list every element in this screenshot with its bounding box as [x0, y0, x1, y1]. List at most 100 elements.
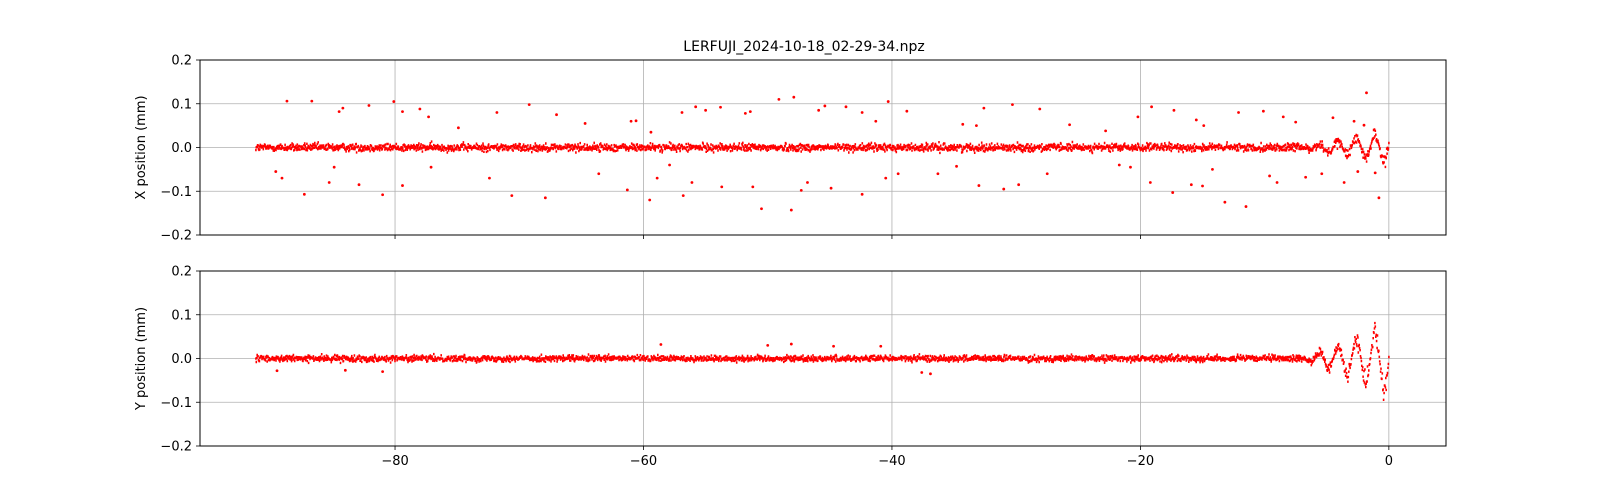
data-point [680, 111, 684, 114]
data-point [896, 172, 900, 176]
data-point [427, 115, 430, 119]
data-point [1211, 167, 1214, 171]
data-point [332, 165, 336, 169]
data-point [625, 188, 629, 192]
y-tick-label: 0.1 [171, 308, 192, 323]
y-tick-label: 0.0 [171, 141, 192, 156]
data-point [280, 176, 284, 180]
data-point [1362, 123, 1366, 127]
data-point [1304, 175, 1308, 179]
data-point [929, 372, 932, 376]
x-tick-label: −60 [630, 454, 657, 469]
data-point [1320, 172, 1324, 176]
data-point [1189, 183, 1193, 187]
data-point [766, 343, 770, 347]
data-point [860, 192, 864, 196]
data-point [1136, 115, 1140, 119]
data-point [874, 119, 878, 123]
y-panel-ticks: −80 −60 −40 −20 0 −0.2 −0.1 0.0 0.1 0.2 [160, 265, 1393, 470]
data-point [936, 172, 940, 176]
data-point [1129, 165, 1132, 169]
data-point [982, 106, 986, 110]
data-point [1275, 181, 1279, 184]
data-point [495, 111, 499, 114]
y-position-panel: −80 −60 −40 −20 0 −0.2 −0.1 0.0 0.1 0.2 Y positio… [134, 265, 1447, 470]
data-point [777, 97, 781, 101]
data-point [1365, 91, 1368, 95]
data-point [381, 370, 385, 374]
data-point [760, 207, 763, 211]
data-point [1237, 111, 1240, 114]
y-tick-label: −0.1 [160, 396, 192, 411]
data-point [748, 110, 752, 114]
data-point [704, 108, 708, 112]
data-point [1261, 109, 1265, 113]
data-point [961, 122, 965, 126]
data-point [1150, 105, 1153, 109]
data-point [1068, 123, 1071, 127]
data-point [719, 105, 722, 109]
y-tick-label: 0.2 [171, 54, 192, 69]
data-point [920, 371, 924, 374]
data-point [341, 106, 345, 110]
data-point [401, 184, 404, 187]
data-point [1373, 171, 1377, 175]
data-point [751, 185, 755, 189]
data-point [1356, 170, 1360, 173]
data-band [255, 321, 1390, 401]
y-tick-label: −0.1 [160, 185, 192, 200]
data-point [1148, 181, 1152, 184]
y-tick-label: −0.2 [160, 229, 192, 244]
data-point [1045, 172, 1049, 176]
y-tick-label: 0.1 [171, 97, 192, 112]
data-point [694, 105, 698, 109]
data-point [1117, 163, 1121, 167]
data-point [1171, 191, 1175, 194]
data-point [799, 188, 803, 192]
data-point [823, 104, 827, 108]
x-panel-ylabel: X position (mm) [134, 95, 149, 199]
data-point [860, 111, 864, 114]
data-point [527, 103, 531, 107]
x-tick-label: 0 [1385, 454, 1393, 469]
data-point [392, 100, 396, 103]
data-point [648, 198, 652, 202]
x-tick-label: −80 [381, 454, 408, 469]
data-point [510, 194, 514, 198]
data-point [1011, 103, 1014, 107]
data-point [1352, 119, 1356, 123]
data-point [720, 185, 724, 189]
data-point [583, 122, 587, 125]
data-point [597, 172, 601, 176]
data-point [1194, 118, 1198, 122]
data-point [832, 344, 835, 348]
x-position-panel: −0.2 −0.1 0.0 0.1 0.2 X position (mm) [134, 54, 1447, 244]
y-tick-label: −0.2 [160, 440, 192, 455]
data-point [975, 124, 978, 128]
data-point [1294, 120, 1298, 124]
data-point [629, 119, 633, 123]
data-point [879, 344, 883, 348]
data-point [955, 164, 958, 168]
data-point [655, 176, 659, 180]
data-point [1342, 181, 1346, 184]
data-point [285, 99, 289, 103]
data-point [905, 109, 909, 113]
data-point [543, 196, 547, 200]
data-point [829, 186, 833, 190]
data-point [789, 342, 793, 346]
data-point [634, 119, 638, 123]
data-point [1202, 124, 1206, 128]
data-point [302, 192, 306, 196]
x-tick-label: −40 [878, 454, 905, 469]
data-point [1017, 183, 1021, 187]
data-point [275, 369, 279, 373]
data-point [343, 368, 347, 372]
data-point [690, 181, 694, 184]
data-point [1377, 196, 1381, 200]
figure-title: LERFUJI_2024-10-18_02-29-34.npz [683, 39, 924, 55]
data-point [649, 130, 653, 134]
data-point [429, 165, 433, 169]
data-point [659, 343, 663, 346]
x-tick-label: −20 [1127, 454, 1154, 469]
